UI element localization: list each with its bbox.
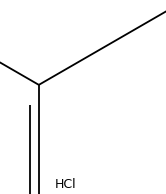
Text: HCl: HCl bbox=[55, 178, 77, 191]
